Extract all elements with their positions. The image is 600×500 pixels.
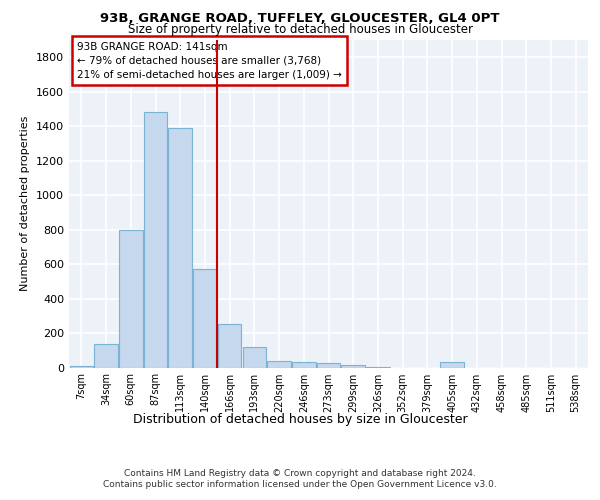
Text: Distribution of detached houses by size in Gloucester: Distribution of detached houses by size … xyxy=(133,412,467,426)
Bar xyxy=(317,362,340,368)
Bar xyxy=(268,360,291,368)
Bar xyxy=(144,112,167,368)
Y-axis label: Number of detached properties: Number of detached properties xyxy=(20,116,31,292)
Text: Contains HM Land Registry data © Crown copyright and database right 2024.: Contains HM Land Registry data © Crown c… xyxy=(124,469,476,478)
Text: 93B GRANGE ROAD: 141sqm
← 79% of detached houses are smaller (3,768)
21% of semi: 93B GRANGE ROAD: 141sqm ← 79% of detache… xyxy=(77,42,341,80)
Bar xyxy=(119,230,143,368)
Bar xyxy=(70,366,93,368)
Bar xyxy=(242,347,266,368)
Text: Size of property relative to detached houses in Gloucester: Size of property relative to detached ho… xyxy=(128,22,473,36)
Bar xyxy=(292,362,316,368)
Bar xyxy=(94,344,118,368)
Bar xyxy=(440,362,464,368)
Bar xyxy=(169,128,192,368)
Bar xyxy=(366,366,389,368)
Text: 93B, GRANGE ROAD, TUFFLEY, GLOUCESTER, GL4 0PT: 93B, GRANGE ROAD, TUFFLEY, GLOUCESTER, G… xyxy=(100,12,500,26)
Bar xyxy=(218,324,241,368)
Text: Contains public sector information licensed under the Open Government Licence v3: Contains public sector information licen… xyxy=(103,480,497,489)
Bar xyxy=(341,365,365,368)
Bar xyxy=(193,269,217,368)
